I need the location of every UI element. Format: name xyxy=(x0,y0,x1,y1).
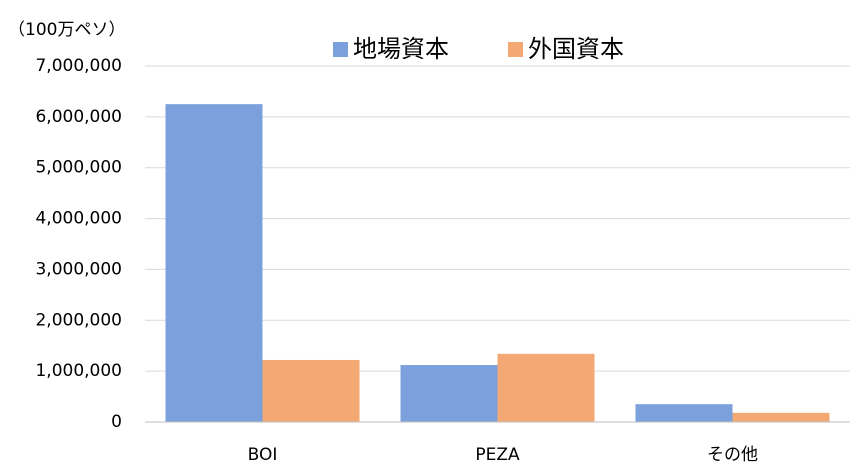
y-tick-label: 1,000,000 xyxy=(35,361,122,381)
y-unit-label: （100万ペソ） xyxy=(8,20,125,40)
legend-swatch xyxy=(333,42,348,57)
legend-label: 地場資本 xyxy=(353,35,449,63)
x-tick-label: その他 xyxy=(707,445,758,465)
bar xyxy=(635,404,733,422)
y-tick-label: 3,000,000 xyxy=(35,259,122,279)
bar xyxy=(262,359,360,422)
bar xyxy=(732,412,830,422)
y-tick-label: 0 xyxy=(111,412,122,432)
bar xyxy=(400,365,498,422)
bar xyxy=(165,104,263,423)
y-tick-label: 5,000,000 xyxy=(35,158,122,178)
y-tick-label: 7,000,000 xyxy=(35,56,122,76)
legend-label: 外国資本 xyxy=(528,35,624,63)
x-tick-label: PEZA xyxy=(475,445,520,465)
y-tick-label: 6,000,000 xyxy=(35,107,122,127)
y-tick-label: 4,000,000 xyxy=(35,209,122,229)
legend-swatch xyxy=(508,42,523,57)
y-tick-label: 2,000,000 xyxy=(35,310,122,330)
bar xyxy=(497,353,595,422)
x-tick-label: BOI xyxy=(248,445,278,465)
